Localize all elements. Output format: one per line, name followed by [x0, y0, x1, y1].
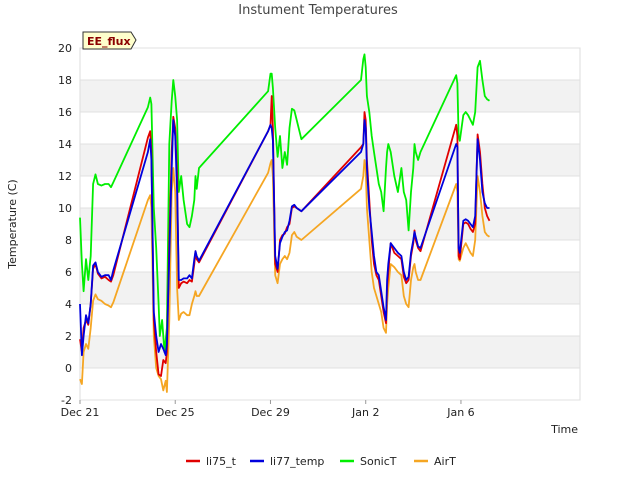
x-tick-label: Dec 21	[61, 406, 100, 419]
plot-band	[80, 144, 580, 176]
x-tick-label: Jan 2	[351, 406, 379, 419]
plot-band	[80, 368, 580, 400]
y-tick-label: 14	[58, 138, 72, 151]
y-tick-label: 4	[65, 298, 72, 311]
y-axis: -2 0 2 4 6 8 10 12 14 16 18 20	[58, 42, 580, 407]
chart-title: Instument Temperatures	[238, 3, 398, 18]
plot-band	[80, 240, 580, 272]
y-tick-label: 12	[58, 170, 72, 183]
legend: li75_t li77_temp SonicT AirT	[186, 455, 456, 468]
legend-label: li77_temp	[270, 455, 324, 468]
plot-band	[80, 48, 580, 80]
x-tick-label: Dec 29	[251, 406, 290, 419]
x-axis: Dec 21 Dec 25 Dec 29 Jan 2 Jan 6	[61, 400, 475, 419]
plot-lines	[79, 53, 491, 393]
legend-label: li75_t	[206, 455, 237, 468]
y-tick-label: 18	[58, 74, 72, 87]
plot-bands	[80, 48, 580, 400]
y-tick-label: 20	[58, 42, 72, 55]
plot-band	[80, 80, 580, 112]
series-line-sonict	[79, 53, 490, 353]
y-tick-label: 2	[65, 330, 72, 343]
y-axis-label: Temperature (C)	[6, 179, 19, 269]
x-tick-label: Jan 6	[446, 406, 474, 419]
y-tick-label: 16	[58, 106, 72, 119]
x-tick-label: Dec 25	[156, 406, 195, 419]
series-line-li77-temp	[79, 119, 490, 357]
badge: EE_flux	[82, 31, 137, 50]
y-tick-label: 0	[65, 362, 72, 375]
y-tick-label: 10	[58, 202, 72, 215]
plot-band	[80, 112, 580, 144]
legend-label: AirT	[434, 455, 456, 468]
plot-band	[80, 208, 580, 240]
badge-label: EE_flux	[87, 35, 131, 48]
y-tick-label: 6	[65, 266, 72, 279]
x-axis-label: Time	[550, 423, 578, 436]
y-tick-label: 8	[65, 234, 72, 247]
legend-label: SonicT	[360, 455, 397, 468]
plot-band	[80, 272, 580, 304]
y-tick-label: -2	[61, 394, 72, 407]
